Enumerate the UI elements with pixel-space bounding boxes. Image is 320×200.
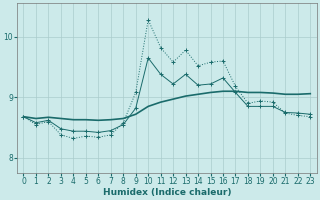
X-axis label: Humidex (Indice chaleur): Humidex (Indice chaleur) [103,188,231,197]
